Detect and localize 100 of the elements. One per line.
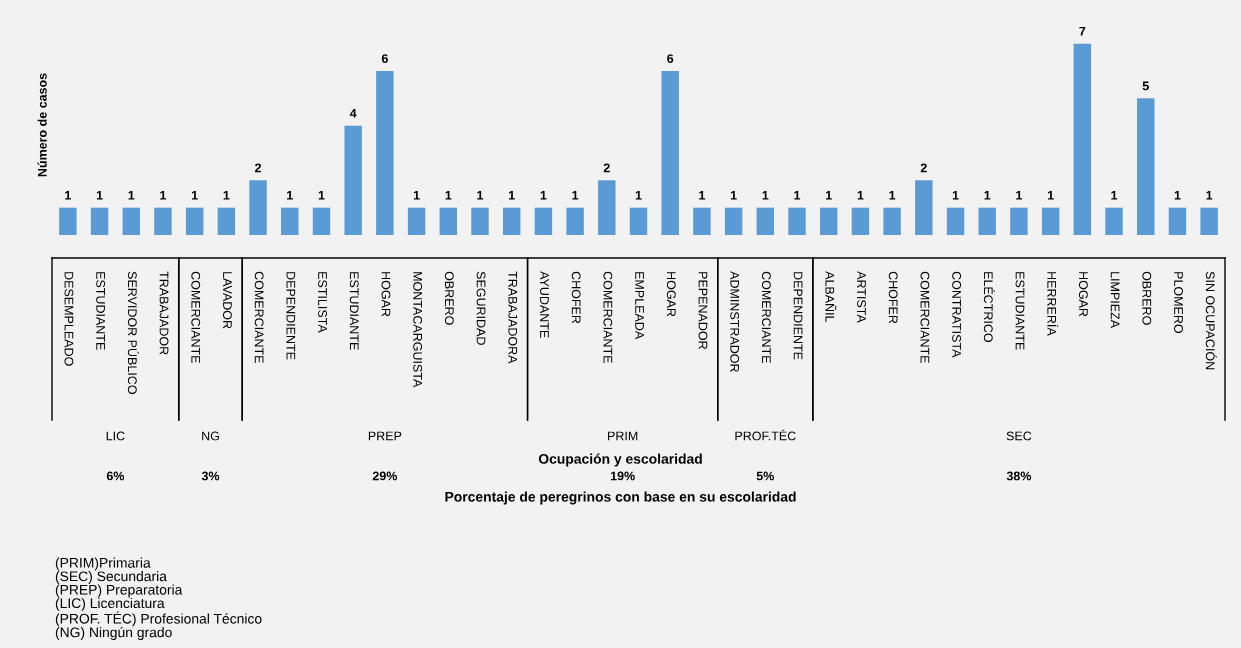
data-label: 2 (255, 163, 262, 173)
data-label: 1 (540, 190, 547, 200)
x-tick-label: COMERCIANTE (191, 271, 201, 363)
x-tick-label: ARTISTA (857, 271, 866, 323)
x-tick-label: SERVIDOR PÚBLICO (127, 271, 139, 394)
data-label: 2 (603, 163, 610, 173)
data-label: 1 (287, 190, 293, 200)
bar (946, 207, 965, 235)
x-tick-label: COMERCIANTE (603, 271, 613, 363)
bar (1200, 207, 1218, 235)
bar (629, 207, 648, 235)
x-tick-label: LIMPIEZA (1110, 272, 1120, 329)
bar (724, 207, 743, 235)
data-label: 1 (984, 190, 991, 200)
bar (693, 207, 711, 235)
x-tick-label: CHOFER (888, 271, 898, 324)
text: (PRIM)Primaria (SEC) Secundaria (PREP) Preparatoria (LIC) Licenciatura (PROF. TÉC) Profesional Técnico (NG) Ningún grado (55, 557, 262, 640)
data-label: 1 (96, 190, 103, 200)
x-tick-label: ESTUDIANTE (96, 272, 106, 350)
bar (1137, 98, 1155, 235)
bar (90, 207, 109, 235)
bar (598, 180, 616, 235)
x-tick-label: HERRERÍA (1047, 272, 1059, 336)
x-axis-title: Ocupación y escolaridad (538, 453, 702, 467)
data-label: 1 (477, 190, 484, 200)
bar (249, 180, 267, 235)
text: SEC (1006, 431, 1032, 441)
bar (217, 207, 236, 235)
text: 3% (201, 471, 220, 481)
text: LIC (106, 431, 125, 441)
bar (407, 207, 426, 235)
x-tick-label: AYUDANTE (540, 271, 549, 338)
x-tick-label: TRABAJADORA (508, 271, 518, 364)
data-label: 1 (635, 190, 642, 200)
data-label: 1 (1111, 190, 1118, 200)
data-label: 1 (952, 190, 959, 200)
x-tick-label: ESTUDIANTE (349, 272, 359, 350)
bar (312, 207, 331, 235)
text: 38% (1006, 471, 1032, 481)
text: PROF.TÉC (735, 429, 796, 441)
bar (1105, 207, 1123, 235)
x-tick-label: ESTILISTA (318, 272, 327, 333)
data-label: 1 (413, 190, 420, 200)
data-label: 7 (1079, 26, 1086, 36)
data-label: 1 (794, 190, 801, 200)
bar (59, 207, 77, 235)
x-tick-label: COMERCIANTE (761, 271, 771, 363)
bar (1073, 43, 1092, 235)
x-tick-label: HOGAR (1078, 272, 1088, 317)
data-label: 1 (1206, 190, 1213, 200)
x-tick-label: PLOMERO (1174, 272, 1183, 334)
bar (154, 207, 172, 235)
x-tick-label: SEGURIDAD (476, 271, 486, 345)
data-label: 6 (381, 54, 388, 63)
x-tick-label: COMERCIANTE (254, 271, 264, 363)
data-label: 1 (1016, 190, 1023, 200)
data-label: 1 (1047, 190, 1054, 200)
data-label: 1 (1174, 190, 1181, 200)
data-label: 1 (730, 190, 737, 200)
bar (344, 125, 362, 235)
data-label: 1 (445, 190, 452, 200)
bar (851, 207, 870, 235)
x-tick-label: DEPENDIENTE (286, 272, 296, 360)
x-tick-label: PEPENADOR (698, 272, 708, 350)
data-label: 1 (160, 190, 167, 200)
x-tick-label: OBRERO (1142, 271, 1152, 325)
text: 5% (756, 471, 775, 481)
x-tick-label: DESEMPLEADO (64, 272, 74, 366)
text: 29% (372, 471, 398, 481)
x-tick-label: ALBAÑIL (825, 271, 837, 323)
x-tick-label: SIN OCUPACIÓN (1205, 271, 1217, 370)
data-label: 1 (572, 190, 579, 200)
bar (915, 180, 933, 235)
bar (756, 207, 775, 235)
text: 19% (610, 471, 635, 481)
text: PREP (368, 431, 402, 441)
data-label: 6 (667, 54, 674, 63)
bar (1041, 207, 1060, 235)
bar (883, 207, 901, 235)
x-tick-label: EMPLEADA (635, 272, 644, 340)
data-label: 1 (128, 190, 135, 200)
bar (376, 71, 394, 235)
bar (978, 207, 996, 235)
x-tick-label: HOGAR (381, 272, 391, 317)
x-tick-label: COMERCIANTE (920, 271, 930, 363)
bar (471, 207, 489, 235)
x-tick-label: ADMINSTRADOR (730, 271, 740, 372)
y-axis-title: Número de casos (37, 73, 47, 177)
text: 6% (106, 471, 125, 481)
x-tick-label: ESTUDIANTE (1015, 272, 1025, 350)
text: Porcentaje de peregrinos con base en su escolaridad (445, 491, 796, 505)
bar (439, 207, 457, 235)
data-label: 5 (1142, 81, 1149, 91)
bar (661, 71, 679, 235)
x-tick-label: TRABAJADOR (159, 271, 169, 355)
x-tick-label: LAVADOR (223, 272, 232, 329)
data-label: 1 (762, 190, 769, 200)
data-label: 1 (857, 190, 864, 200)
data-label: 2 (920, 163, 927, 173)
data-label: 1 (699, 190, 706, 200)
